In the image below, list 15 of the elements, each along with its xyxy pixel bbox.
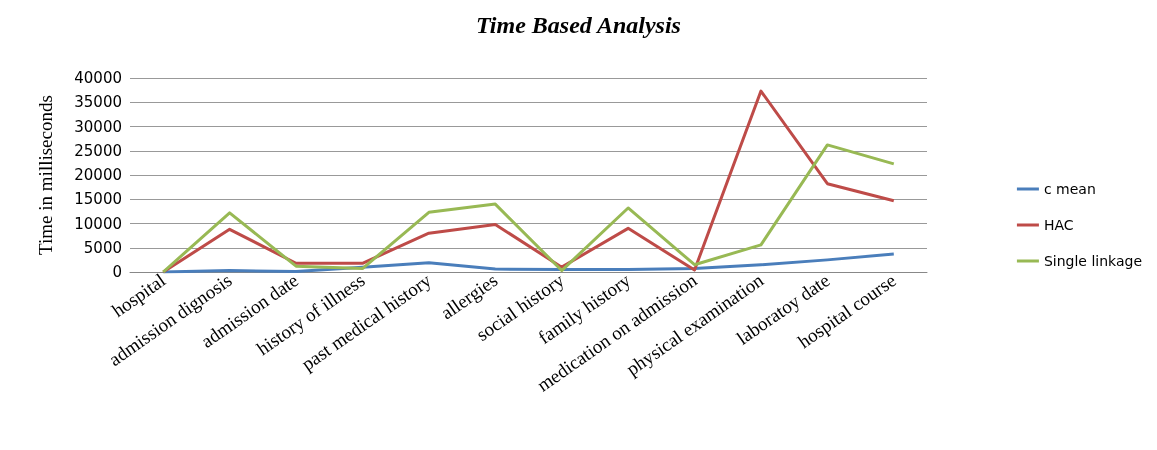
line-series	[161, 252, 896, 274]
y-tick-label: 5000	[83, 238, 122, 257]
line-series	[161, 143, 896, 274]
y-axis-title: Time in milliseconds	[35, 95, 56, 255]
legend-label: c mean	[1043, 181, 1096, 197]
chart-title: Time Based Analysis	[476, 12, 681, 38]
y-tick-label: 25000	[74, 141, 122, 160]
legend-label: HAC	[1043, 217, 1074, 233]
y-tick-label: 40000	[74, 69, 122, 87]
y-tick-label: 20000	[74, 166, 122, 184]
y-tick-label: 30000	[74, 117, 122, 136]
y-tick-label: 35000	[74, 93, 122, 112]
legend-label: Single linkage	[1043, 253, 1143, 269]
y-tick-label: 10000	[74, 214, 122, 233]
y-tick-label: 15000	[74, 190, 122, 209]
